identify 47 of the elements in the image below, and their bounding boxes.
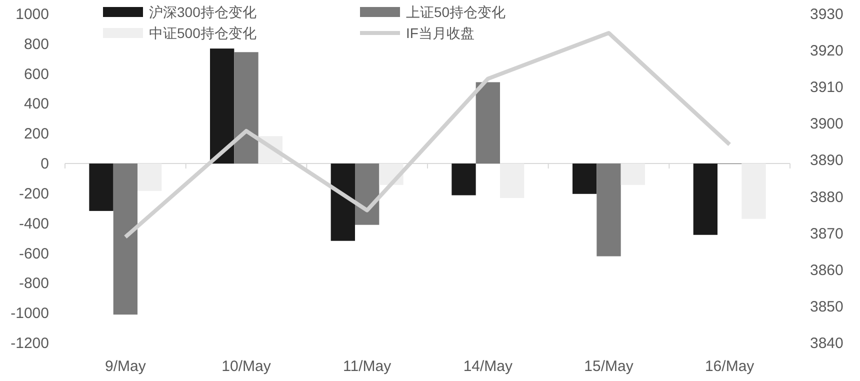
- y2-tick-label: 3850: [810, 298, 844, 316]
- legend-label: 中证500持仓变化: [149, 25, 256, 41]
- y-tick-label: 1000: [16, 6, 49, 23]
- bar: [210, 48, 234, 164]
- legend-label: 沪深300持仓变化: [149, 4, 256, 20]
- y2-tick-label: 3880: [810, 188, 844, 206]
- y-tick-label: -1000: [10, 305, 49, 322]
- bar: [138, 164, 162, 191]
- bar: [693, 164, 718, 235]
- bar: [620, 164, 645, 185]
- x-tick-label: 9/May: [104, 358, 146, 375]
- bar: [742, 164, 766, 219]
- bar: [500, 164, 524, 198]
- y-tick-label: -200: [18, 185, 49, 202]
- y-tick-label: 600: [24, 66, 49, 83]
- y-tick-label: 0: [40, 156, 49, 173]
- y2-tick-label: 3890: [810, 152, 844, 170]
- y-tick-label: -400: [18, 215, 49, 232]
- x-tick-label: 10/May: [222, 358, 272, 375]
- bar: [113, 164, 138, 315]
- y2-tick-label: 3910: [810, 79, 844, 96]
- bar: [330, 164, 355, 241]
- y-tick-label: -1200: [10, 335, 49, 352]
- x-tick-label: 15/May: [584, 358, 634, 375]
- bar: [572, 164, 597, 194]
- legend-label: 上证50持仓变化: [406, 4, 506, 20]
- bar: [596, 164, 621, 256]
- x-tick-label: 11/May: [343, 358, 392, 375]
- bar: [234, 52, 258, 164]
- y-tick-label: 800: [24, 36, 49, 53]
- bar: [452, 164, 476, 196]
- y-tick-label: 400: [24, 96, 49, 113]
- y2-tick-label: 3930: [810, 6, 844, 23]
- y-tick-label: -800: [18, 275, 49, 292]
- y-tick-label: -600: [18, 245, 49, 262]
- legend-label: IF当月收盘: [406, 25, 474, 41]
- x-tick-label: 16/May: [704, 358, 755, 375]
- y-tick-label: 200: [24, 126, 49, 143]
- bar: [89, 164, 114, 211]
- y2-tick-label: 3860: [810, 262, 844, 279]
- x-tick-label: 14/May: [463, 358, 514, 375]
- y2-tick-label: 3870: [810, 225, 844, 242]
- y2-tick-label: 3840: [810, 335, 844, 352]
- bar: [476, 82, 500, 164]
- y2-tick-label: 3900: [810, 116, 844, 133]
- bar: [355, 164, 380, 225]
- y2-tick-label: 3920: [810, 42, 844, 60]
